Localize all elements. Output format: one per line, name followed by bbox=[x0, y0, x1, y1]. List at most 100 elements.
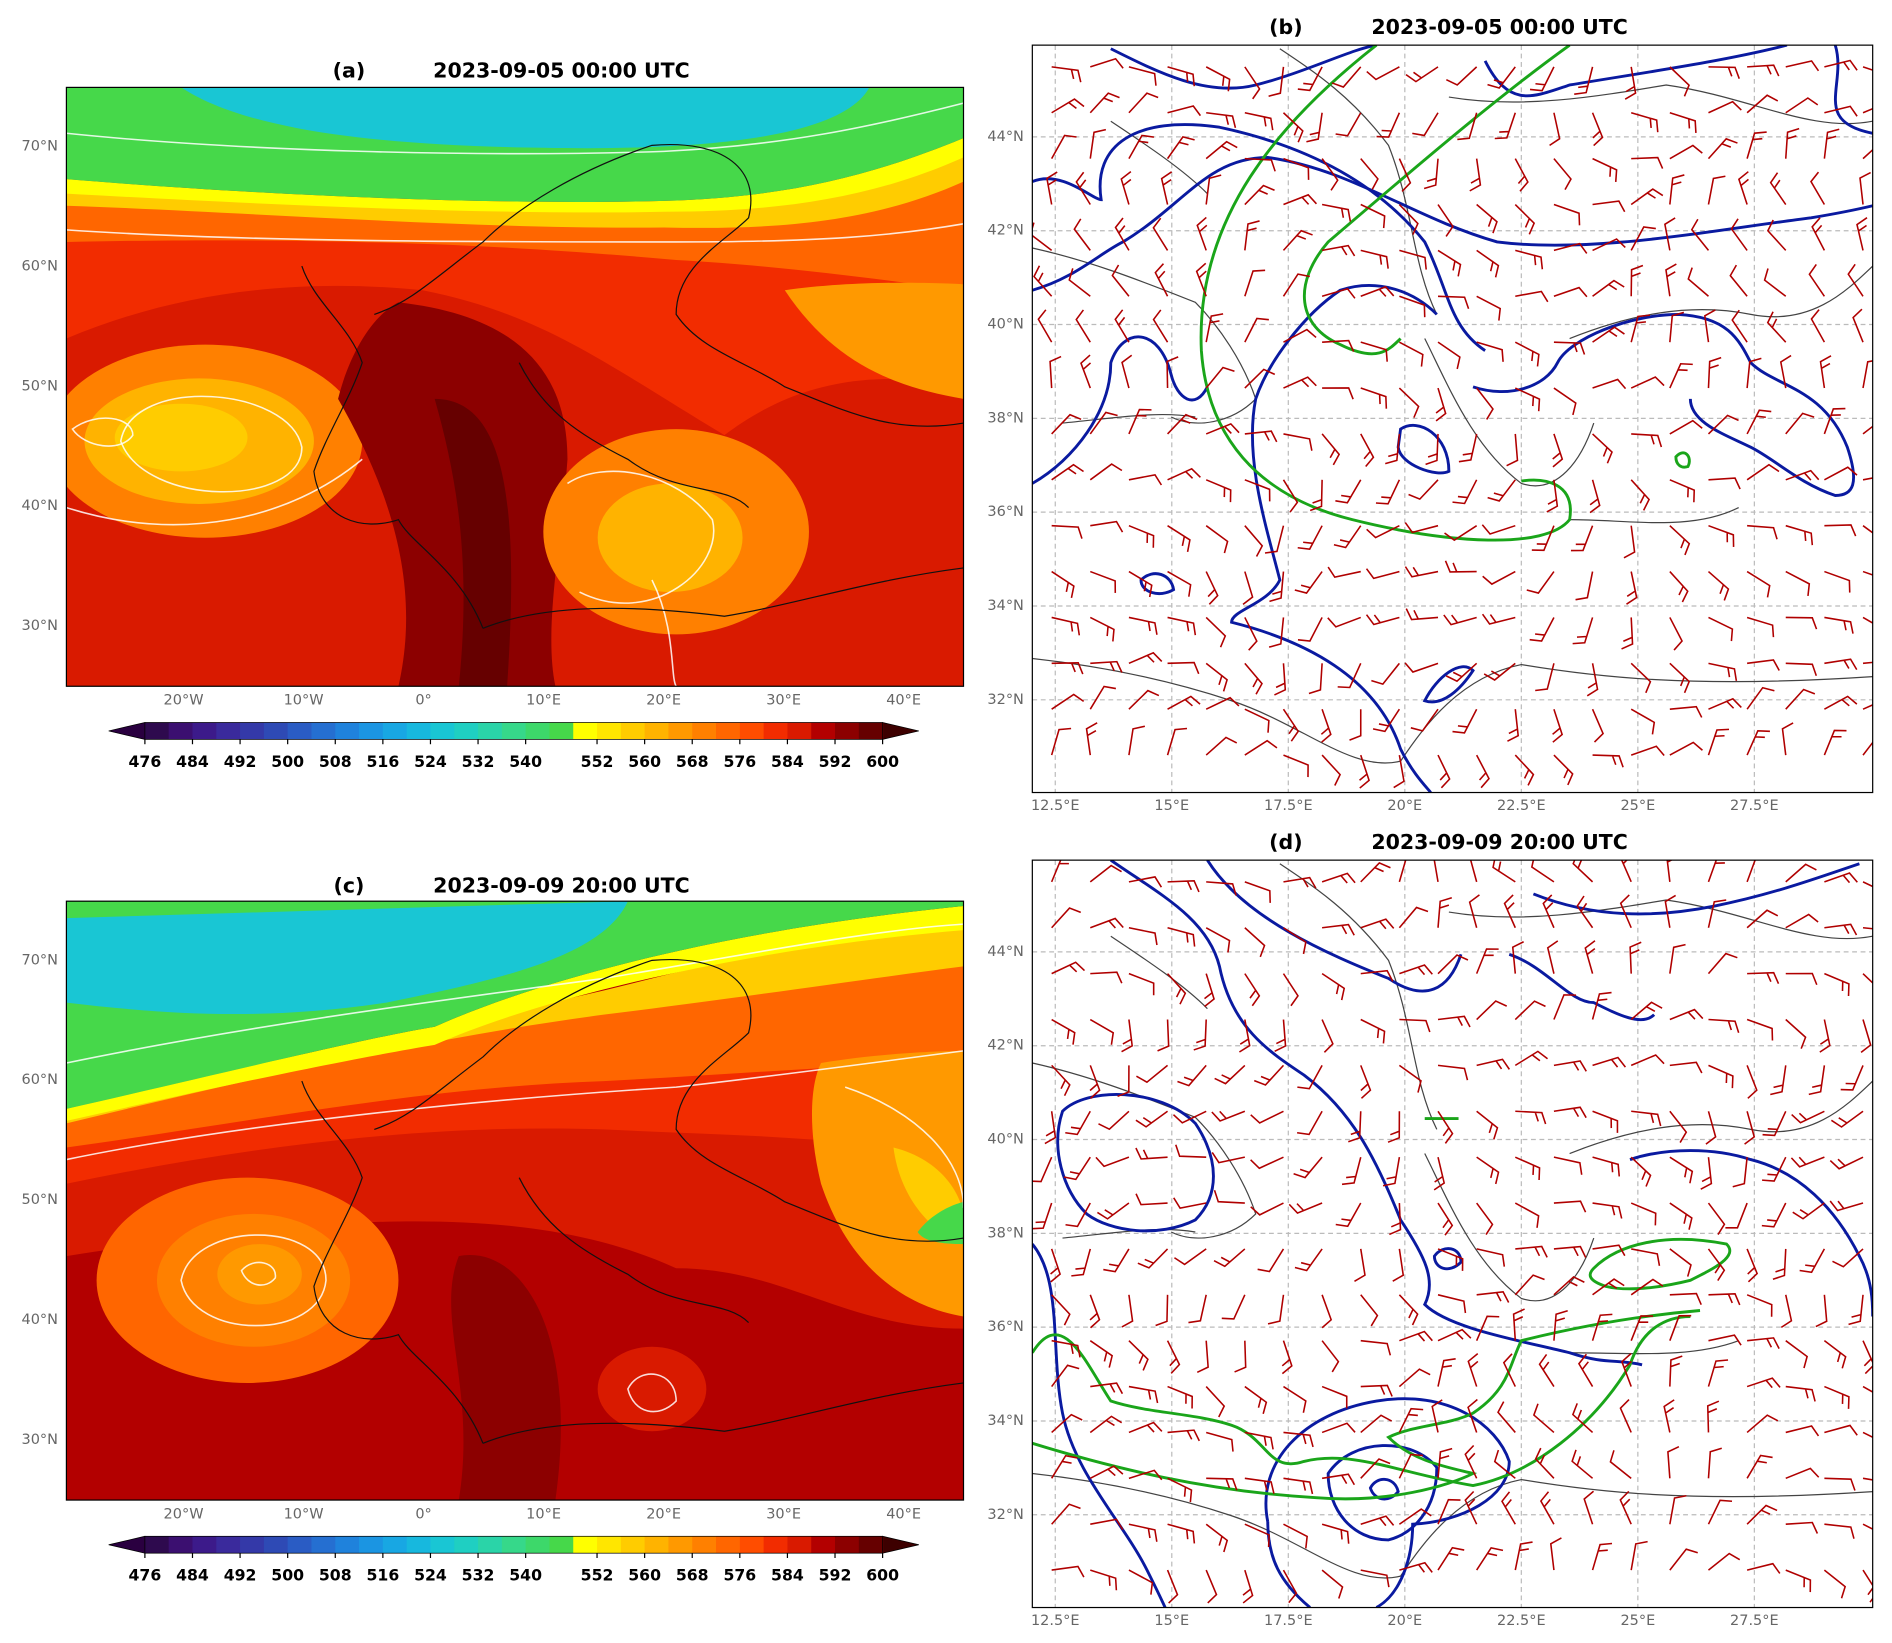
wind-barb bbox=[1620, 1353, 1632, 1387]
colorbar-bin bbox=[716, 1536, 741, 1554]
wind-barb bbox=[1549, 112, 1561, 147]
wind-barb bbox=[1707, 1447, 1722, 1479]
wind-barb bbox=[1321, 1385, 1348, 1409]
wind-barb bbox=[1832, 1248, 1864, 1268]
wind-barb bbox=[1435, 387, 1447, 422]
wind-barb bbox=[1051, 413, 1082, 435]
wind-barb bbox=[1515, 1245, 1548, 1258]
wind-barb bbox=[1051, 98, 1085, 114]
colorbar-tick-label: 508 bbox=[319, 1566, 352, 1585]
wind-barb bbox=[1166, 356, 1179, 389]
colorbar-bin bbox=[168, 1536, 194, 1554]
colorbar-tick-label: 508 bbox=[319, 752, 352, 771]
wind-barb bbox=[1729, 264, 1748, 297]
wind-barb bbox=[1103, 1248, 1130, 1273]
colorbar-under bbox=[108, 722, 146, 740]
wind-barb bbox=[1283, 193, 1318, 206]
wind-barb bbox=[1586, 663, 1599, 697]
colorbar-bin bbox=[858, 1536, 884, 1554]
lat-tick-label: 38°N bbox=[987, 410, 1023, 426]
wind-barb bbox=[1360, 249, 1389, 269]
lon-tick-label: 27.5°E bbox=[1730, 798, 1779, 814]
wind-barb bbox=[1707, 570, 1730, 601]
wind-barb bbox=[1371, 662, 1400, 686]
wind-barb bbox=[1128, 66, 1157, 86]
wind-barb bbox=[1808, 1065, 1826, 1096]
wind-barb bbox=[1293, 1156, 1323, 1179]
colorbar-tick-label: 576 bbox=[723, 752, 756, 771]
wind-barb bbox=[1205, 1569, 1218, 1604]
lon-tick-label: 22.5°E bbox=[1497, 798, 1546, 814]
wind-barb bbox=[1089, 1294, 1101, 1329]
wind-barb bbox=[1746, 409, 1772, 435]
wind-barb bbox=[1167, 926, 1196, 947]
wind-barb bbox=[1398, 1453, 1424, 1479]
wind-barb bbox=[1157, 1019, 1170, 1052]
wind-barb bbox=[1630, 1202, 1657, 1226]
wind-barb bbox=[1405, 66, 1439, 83]
wind-barb bbox=[1553, 1156, 1583, 1175]
wind-barb bbox=[1829, 1156, 1864, 1170]
wind-barb bbox=[1763, 268, 1787, 297]
wind-barb bbox=[1707, 1552, 1741, 1571]
wind-barb bbox=[1467, 1352, 1479, 1387]
wind-barb bbox=[1257, 1248, 1285, 1273]
wind-barb bbox=[1553, 341, 1586, 355]
panel-title: 2023-09-05 00:00 UTC bbox=[433, 59, 690, 83]
wind-barb bbox=[1128, 92, 1159, 114]
wind-barb bbox=[1862, 1385, 1873, 1393]
colorbar-bin bbox=[716, 722, 741, 740]
wind-barb bbox=[1824, 1385, 1850, 1409]
colorbar-under bbox=[108, 1535, 146, 1554]
wind-barb bbox=[1746, 730, 1770, 756]
wind-barb bbox=[1669, 662, 1691, 694]
wind-barb bbox=[1862, 616, 1873, 624]
lat-tick-label: 32°N bbox=[987, 1507, 1023, 1523]
wind-barb bbox=[1214, 1064, 1246, 1085]
lat-tick-label: 30°N bbox=[21, 1432, 57, 1448]
wind-barb bbox=[1089, 1415, 1123, 1434]
wind-barb bbox=[1669, 144, 1703, 160]
wind-barb bbox=[1264, 525, 1285, 554]
wind-barb bbox=[1205, 525, 1229, 554]
wind-barb bbox=[1090, 1518, 1124, 1531]
wind-barb bbox=[1398, 860, 1407, 883]
wind-barb bbox=[1376, 112, 1401, 138]
wind-barb bbox=[1244, 111, 1274, 131]
lat-tick-label: 36°N bbox=[987, 504, 1023, 520]
wind-barb bbox=[1128, 651, 1163, 665]
wind-barb bbox=[1577, 1353, 1594, 1387]
wind-barb bbox=[1824, 872, 1858, 884]
wind-barb bbox=[1360, 1294, 1379, 1327]
wind-barb bbox=[1669, 1494, 1687, 1525]
wind-barb bbox=[1591, 112, 1604, 147]
wind-barb bbox=[1234, 1340, 1247, 1373]
wind-barb bbox=[1244, 927, 1266, 958]
lat-tick-label: 50°N bbox=[21, 378, 57, 394]
wind-barb bbox=[1785, 1385, 1816, 1402]
wind-barb bbox=[1532, 1403, 1555, 1434]
wind-barb bbox=[1747, 64, 1780, 77]
wind-barb bbox=[1244, 617, 1258, 651]
wind-barb bbox=[1051, 524, 1083, 539]
wind-barb bbox=[1322, 923, 1355, 936]
wind-barb bbox=[1669, 1110, 1688, 1143]
wind-barb bbox=[1121, 1019, 1134, 1053]
wind-barb bbox=[1512, 1308, 1525, 1341]
colorbar-over bbox=[882, 1535, 919, 1554]
colorbar-bin bbox=[573, 1536, 598, 1554]
wind-barb bbox=[1576, 895, 1594, 929]
wind-barb bbox=[1746, 1454, 1773, 1479]
wind-barb bbox=[1128, 972, 1155, 996]
colorbar-tick-label: 532 bbox=[462, 1566, 495, 1585]
wind-barb bbox=[1120, 171, 1132, 205]
wind-barb bbox=[1583, 1490, 1595, 1525]
colorbar-bin bbox=[692, 1536, 717, 1554]
colorbar-bin bbox=[263, 1536, 289, 1554]
wind-barb bbox=[1538, 1353, 1555, 1387]
wind-barb bbox=[1514, 1541, 1533, 1571]
wind-barb bbox=[1530, 860, 1555, 883]
wind-barb bbox=[1592, 1202, 1623, 1219]
wind-barb bbox=[1205, 927, 1231, 953]
wind-barb bbox=[1799, 1248, 1826, 1274]
